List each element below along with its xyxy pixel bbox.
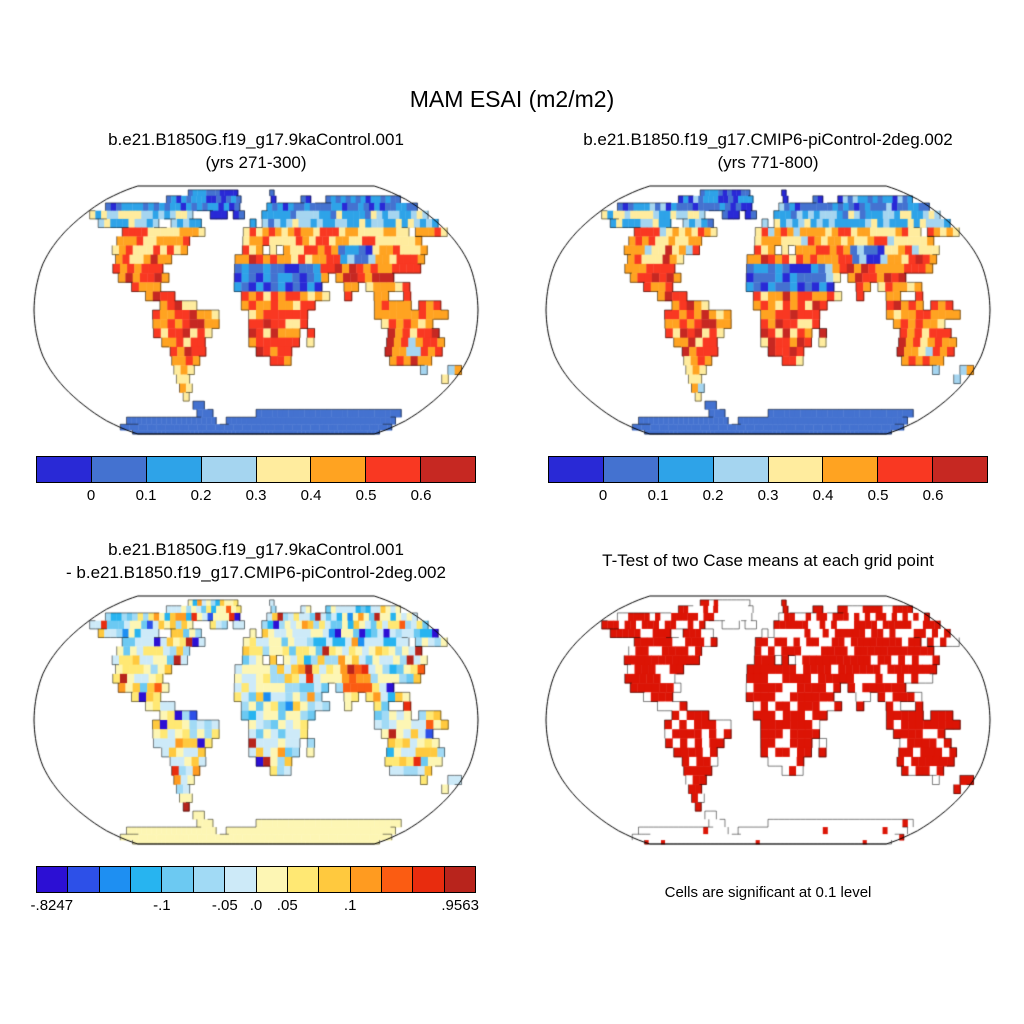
colorbar-tick-label: .1 xyxy=(343,897,357,914)
colorbar-segment xyxy=(443,867,476,892)
colorbar-segment xyxy=(224,867,256,892)
panel-difference-title-block: b.e21.B1850G.f19_g17.9kaControl.001 - b.… xyxy=(66,538,446,584)
colorbar-segment xyxy=(130,867,162,892)
map-ttest xyxy=(540,592,996,848)
colorbar-segment xyxy=(877,457,933,482)
colorbar-tick-label: 0.3 xyxy=(245,487,267,504)
colorbar-segment xyxy=(822,457,878,482)
panel-difference: b.e21.B1850G.f19_g17.9kaControl.001 - b.… xyxy=(0,538,512,919)
colorbar-difference-wrap: -.8247 -.1 -.05 .0 .05 .1 .9563 xyxy=(31,866,479,919)
panel-difference-title: b.e21.B1850G.f19_g17.9kaControl.001 xyxy=(108,540,404,559)
colorbar-tick-label: -.05 xyxy=(211,897,238,914)
colorbar-tick-label: 0.1 xyxy=(135,487,157,504)
panel-case1: b.e21.B1850G.f19_g17.9kaControl.001 (yrs… xyxy=(0,128,512,509)
colorbar-segment xyxy=(67,867,99,892)
colorbar-segment xyxy=(90,457,146,482)
colorbar-segment xyxy=(349,867,381,892)
colorbar-case1-labels: 0 0.1 0.2 0.3 0.4 0.5 0.6 xyxy=(36,487,476,509)
colorbar-segment xyxy=(420,457,475,482)
colorbar-segment xyxy=(145,457,201,482)
map-difference xyxy=(28,592,484,848)
colorbar-case2-wrap: 0 0.1 0.2 0.3 0.4 0.5 0.6 xyxy=(548,456,988,509)
map-case2 xyxy=(540,182,996,438)
colorbar-tick-label: 0 xyxy=(86,487,96,504)
panel-case1-subtitle: (yrs 271-300) xyxy=(205,153,307,172)
panel-case1-title-block: b.e21.B1850G.f19_g17.9kaControl.001 (yrs… xyxy=(108,128,404,174)
colorbar-tick-label: 0.6 xyxy=(410,487,432,504)
colorbar-tick-label: -.8247 xyxy=(30,897,74,914)
colorbar-tick-label: 0.5 xyxy=(867,487,889,504)
panel-case2-title: b.e21.B1850.f19_g17.CMIP6-piControl-2deg… xyxy=(583,130,953,149)
panel-ttest-title: T-Test of two Case means at each grid po… xyxy=(602,551,934,570)
colorbar-tick-label: 0.4 xyxy=(300,487,322,504)
colorbar-difference xyxy=(36,866,476,893)
colorbar-difference-labels: -.8247 -.1 -.05 .0 .05 .1 .9563 xyxy=(31,897,479,919)
colorbar-segment xyxy=(380,867,413,892)
colorbar-segment xyxy=(712,457,768,482)
colorbar-tick-label: .0 xyxy=(249,897,263,914)
ttest-caption: Cells are significant at 0.1 level xyxy=(664,884,872,901)
colorbar-segment xyxy=(412,867,444,892)
colorbar-segment xyxy=(37,867,68,892)
colorbar-case2 xyxy=(548,456,988,483)
colorbar-tick-label: 0.2 xyxy=(702,487,724,504)
colorbar-segment xyxy=(192,867,225,892)
colorbar-tick-label: 0 xyxy=(598,487,608,504)
panel-difference-subtitle: - b.e21.B1850.f19_g17.CMIP6-piControl-2d… xyxy=(66,563,446,582)
panel-case1-title: b.e21.B1850G.f19_g17.9kaControl.001 xyxy=(108,130,404,149)
colorbar-tick-label: 0.3 xyxy=(757,487,779,504)
panel-case2-title-block: b.e21.B1850.f19_g17.CMIP6-piControl-2deg… xyxy=(583,128,953,174)
colorbar-segment xyxy=(310,457,366,482)
colorbar-tick-label: 0.4 xyxy=(812,487,834,504)
colorbar-segment xyxy=(549,457,603,482)
colorbar-segment xyxy=(98,867,131,892)
colorbar-segment xyxy=(161,867,193,892)
colorbar-case1-wrap: 0 0.1 0.2 0.3 0.4 0.5 0.6 xyxy=(36,456,476,509)
panel-ttest-title-block: T-Test of two Case means at each grid po… xyxy=(602,538,934,584)
figure-title: MAM ESAI (m2/m2) xyxy=(409,86,615,112)
panel-case2: b.e21.B1850.f19_g17.CMIP6-piControl-2deg… xyxy=(512,128,1024,509)
colorbar-case1 xyxy=(36,456,476,483)
colorbar-tick-label: 0.2 xyxy=(190,487,212,504)
panel-ttest: T-Test of two Case means at each grid po… xyxy=(512,538,1024,901)
colorbar-segment xyxy=(255,867,287,892)
colorbar-segment xyxy=(602,457,658,482)
map-case1 xyxy=(28,182,484,438)
colorbar-segment xyxy=(932,457,987,482)
colorbar-segment xyxy=(200,457,256,482)
colorbar-segment xyxy=(255,457,311,482)
colorbar-segment xyxy=(37,457,91,482)
colorbar-tick-label: .9563 xyxy=(441,897,479,914)
colorbar-tick-label: -.1 xyxy=(153,897,171,914)
panel-case2-subtitle: (yrs 771-800) xyxy=(717,153,819,172)
colorbar-tick-label: 0.5 xyxy=(355,487,377,504)
colorbar-tick-label: 0.6 xyxy=(922,487,944,504)
colorbar-tick-label: .05 xyxy=(276,897,298,914)
colorbar-segment xyxy=(767,457,823,482)
colorbar-segment xyxy=(657,457,713,482)
colorbar-segment xyxy=(286,867,319,892)
colorbar-segment xyxy=(365,457,421,482)
colorbar-case2-labels: 0 0.1 0.2 0.3 0.4 0.5 0.6 xyxy=(548,487,988,509)
colorbar-segment xyxy=(318,867,350,892)
colorbar-tick-label: 0.1 xyxy=(647,487,669,504)
